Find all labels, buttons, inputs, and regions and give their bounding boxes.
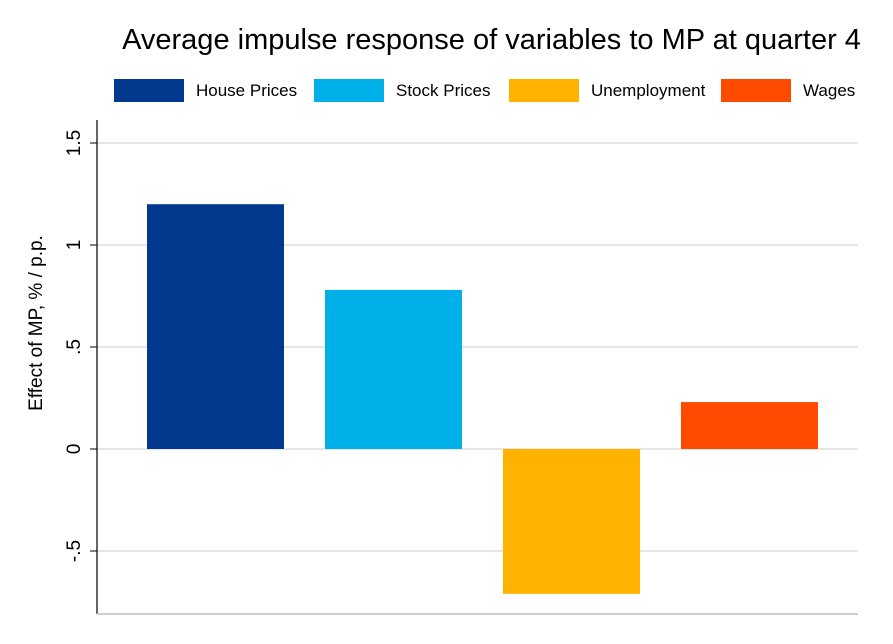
legend-label: Stock Prices [396,81,491,100]
legend-label: House Prices [196,81,298,100]
y-tick-label: 0 [64,444,85,455]
y-tick-label: 1.5 [64,130,85,156]
legend-swatch [314,79,384,102]
bar-wages [681,402,818,449]
y-tick-label: -.5 [64,540,85,562]
y-tick-label: .5 [64,339,85,355]
legend: House Prices Stock Prices Unemployment W… [0,78,893,104]
legend-label: Wages [803,81,856,100]
bar-house-prices [147,204,284,449]
legend-swatch [721,79,791,102]
legend-swatch [114,79,184,102]
y-tick-label: 1 [64,240,85,251]
legend-label: Unemployment [591,81,706,100]
bar-stock-prices [325,289,462,449]
chart-title: Average impulse response of variables to… [122,24,861,56]
legend-swatch [509,79,579,102]
bar-unemployment [503,449,640,594]
